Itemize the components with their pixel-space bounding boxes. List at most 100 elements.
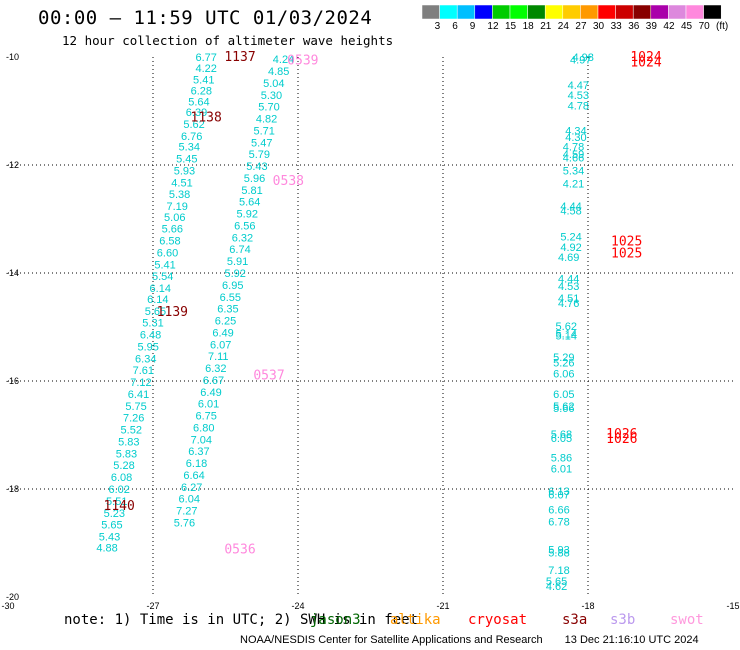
swh-value-label: 4.51	[171, 177, 192, 189]
swh-value-label: 5.43	[246, 161, 267, 173]
pass-time-label: 1024	[630, 55, 661, 70]
colorbar-level-label: 30	[593, 21, 605, 32]
y-tick-label: -10	[6, 52, 19, 62]
colorbar-level-label: 24	[557, 21, 569, 32]
swh-value-label: 6.64	[183, 470, 204, 482]
swh-value-label: 6.25	[215, 316, 236, 328]
swh-value-label: 5.83	[116, 448, 137, 460]
swh-value-label: 7.11	[208, 351, 229, 363]
swh-value-label: 6.04	[179, 494, 200, 506]
swh-value-label: 6.05	[551, 433, 572, 445]
colorbar-level-label: 12	[487, 21, 499, 32]
colorbar-swatch	[615, 4, 634, 20]
colorbar-swatch	[527, 4, 546, 20]
colorbar-swatch	[509, 4, 528, 20]
swh-value-label: 6.13	[548, 486, 569, 498]
swh-value-label: 6.06	[553, 368, 574, 380]
legend-altika: altika	[390, 612, 441, 628]
swh-value-label: 6.28	[191, 85, 212, 97]
swh-value-label: 4.44	[558, 273, 579, 285]
swh-value-label: 7.04	[191, 434, 212, 446]
swh-value-label: 5.26	[553, 358, 574, 370]
swh-value-label: 6.01	[198, 399, 219, 411]
swh-value-label: 4.66	[563, 152, 584, 164]
legend-s3b: s3b	[610, 612, 636, 628]
swh-value-label: 5.06	[164, 212, 185, 224]
swh-value-label: 6.56	[234, 220, 255, 232]
swh-value-label: 5.28	[113, 460, 134, 472]
swh-value-label: 6.55	[220, 292, 241, 304]
swh-value-label: 5.52	[121, 425, 142, 437]
swh-value-label: 5.24	[560, 231, 581, 243]
swh-value-label: 5.45	[176, 154, 197, 166]
legend-jason3: jason3	[310, 612, 361, 628]
swh-value-label: 6.08	[111, 472, 132, 484]
colorbar-swatch	[421, 4, 440, 20]
swh-value-label: 6.77	[195, 52, 216, 64]
swh-value-label: 6.41	[128, 389, 149, 401]
pass-time-label: 1140	[104, 499, 135, 514]
swh-value-label: 6.66	[548, 505, 569, 517]
colorbar-level-label: 42	[663, 21, 675, 32]
swh-value-label: 6.39	[186, 107, 207, 119]
swh-value-label: 6.60	[157, 247, 178, 259]
swh-value-label: 5.51	[106, 496, 127, 508]
y-tick-label: -12	[6, 160, 19, 170]
colorbar-level-label: 45	[681, 21, 693, 32]
swh-value-label: 6.95	[222, 280, 243, 292]
y-tick-label: -14	[6, 268, 19, 278]
colorbar-level-label: 15	[505, 21, 517, 32]
swh-value-label: 4.47	[568, 80, 589, 92]
swh-value-label: 5.14	[556, 328, 577, 340]
swh-value-label: 5.38	[169, 189, 190, 201]
footer-credit: NOAA/NESDIS Center for Satellite Applica…	[240, 634, 699, 646]
swh-value-label: 6.34	[135, 353, 156, 365]
swh-value-label: 4.44	[560, 201, 581, 213]
pass-time-label: 1025	[611, 235, 642, 250]
swh-value-label: 6.78	[548, 516, 569, 528]
pass-time-label: 1139	[157, 305, 188, 320]
x-tick-label: -24	[291, 601, 304, 611]
x-tick-label: -27	[146, 601, 159, 611]
y-tick-label: -18	[6, 484, 19, 494]
swh-value-label: 5.66	[162, 224, 183, 236]
swh-value-label: 4.98	[572, 52, 593, 64]
swh-value-label: 5.96	[244, 173, 265, 185]
swh-value-label: 7.26	[123, 413, 144, 425]
swh-value-label: 4.62	[546, 581, 567, 593]
x-tick-label: -21	[436, 601, 449, 611]
swh-value-label: 4.82	[256, 114, 277, 126]
swh-value-label: 6.14	[147, 294, 168, 306]
swh-value-label: 5.79	[249, 149, 270, 161]
swh-value-label: 4.59	[563, 149, 584, 161]
swh-value-label: 6.27	[181, 482, 202, 494]
pass-time-label: 1026	[606, 432, 637, 447]
colorbar-level-label: 36	[628, 21, 640, 32]
swh-value-label: 6.05	[553, 389, 574, 401]
swh-value-label: 5.93	[174, 165, 195, 177]
swh-value-label: 4.53	[568, 90, 589, 102]
pass-time-label: 1137	[224, 50, 255, 65]
swh-value-label: 4.58	[560, 205, 581, 217]
swh-value-label: 5.04	[263, 78, 284, 90]
swh-value-label: 5.91	[227, 256, 248, 268]
swh-value-label: 5.54	[152, 271, 173, 283]
swh-value-label: 6.32	[232, 232, 253, 244]
swh-value-label: 6.58	[159, 236, 180, 248]
swh-value-label: 5.41	[154, 259, 175, 271]
swh-value-label: 5.76	[174, 517, 195, 529]
colorbar-level-label: 33	[610, 21, 622, 32]
swh-value-label: 5.34	[563, 165, 584, 177]
swh-value-label: 5.30	[261, 90, 282, 102]
colorbar-level-label: 18	[522, 21, 534, 32]
swh-value-label: 4.97	[570, 55, 591, 67]
swh-value-label: 6.32	[205, 363, 226, 375]
colorbar-swatch	[632, 4, 652, 20]
swh-value-label: 6.35	[217, 304, 238, 316]
pass-time-label: 1024	[630, 50, 661, 65]
swh-value-label: 5.29	[553, 352, 574, 364]
swh-value-label: 5.62	[183, 119, 204, 131]
swh-value-label: 4.92	[560, 242, 581, 254]
swh-value-label: 5.81	[241, 185, 262, 197]
